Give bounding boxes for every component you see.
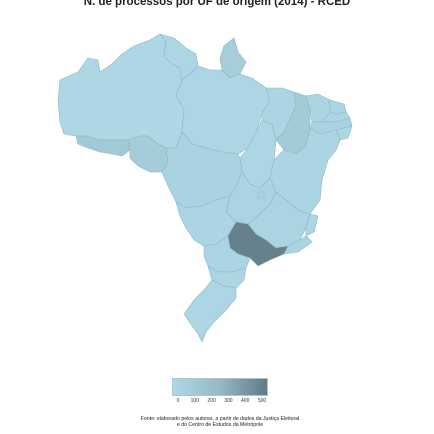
state-rio-grande-do-norte[interactable] [329, 99, 347, 115]
state-parana[interactable] [203, 235, 251, 273]
source-line-2: e do Centro de Estudos da Metrópole [176, 422, 264, 428]
state-bahia[interactable] [269, 127, 341, 215]
legend-tick-0: 0 [176, 398, 180, 404]
legend-tick-500: 500 [257, 398, 267, 404]
state-rio-grande-do-sul[interactable] [183, 279, 237, 343]
legend-tick-400: 400 [241, 398, 250, 404]
state-acre[interactable] [75, 135, 131, 157]
legend-tick-100: 100 [190, 398, 199, 404]
state-espirito-santo[interactable] [305, 213, 319, 237]
color-legend: 0 100 200 300 400 500 [172, 378, 268, 408]
legend-tick-300: 300 [224, 398, 233, 404]
map-title: N. de processos por UF de origem (2014) … [83, 0, 351, 8]
legend-gradient-bar [172, 378, 268, 396]
legend-tick-200: 200 [207, 398, 216, 404]
source-line-1: Fonte: elaborado pelos autores, a partir… [140, 416, 300, 422]
source-note: Fonte: elaborado pelos autores, a partir… [60, 416, 380, 428]
legend-ticks: 0 100 200 300 400 500 [172, 398, 268, 408]
state-distrito-federal[interactable] [257, 191, 265, 199]
